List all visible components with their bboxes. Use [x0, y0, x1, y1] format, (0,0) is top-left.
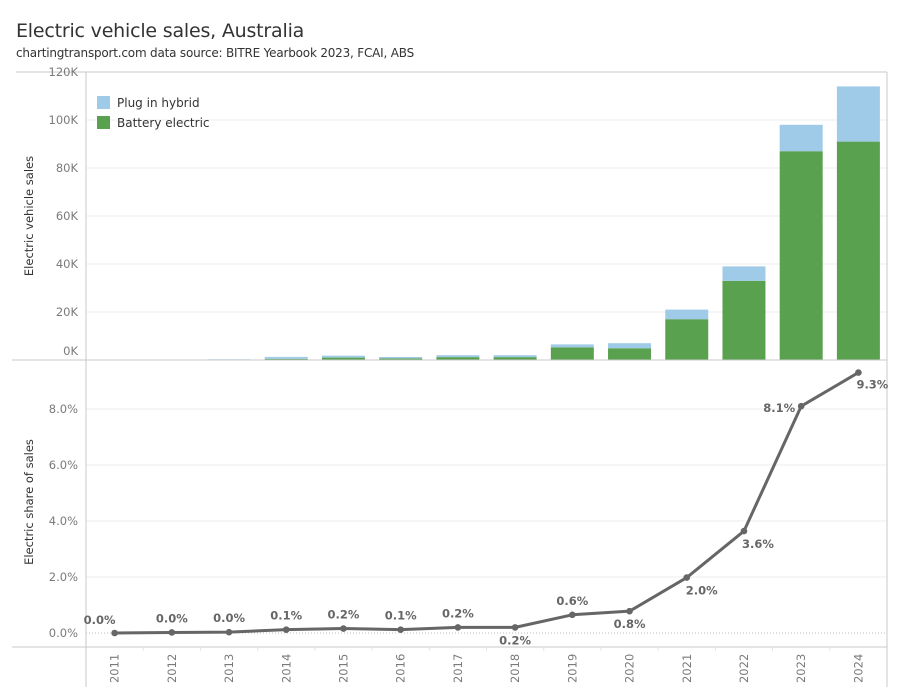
share-point: [397, 626, 404, 633]
share-point: [797, 402, 805, 410]
data-label: 0.0%: [213, 611, 245, 625]
bar-plug-in-hybrid: [722, 266, 766, 281]
y-tick-label: 80K: [56, 161, 79, 175]
share-point: [168, 629, 176, 636]
bar-plug-in-hybrid: [779, 124, 823, 152]
y-tick-label: 120K: [49, 65, 79, 79]
data-label: 0.8%: [614, 617, 646, 631]
legend-swatch-plug-in-hybrid: [97, 96, 110, 109]
bar-plug-in-hybrid: [608, 343, 652, 349]
data-label: 9.3%: [856, 378, 888, 392]
bar-battery-electric: [321, 357, 365, 360]
bar-battery-electric: [665, 319, 709, 360]
y-tick-label: 6.0%: [49, 458, 78, 472]
y-axis-title-sales: Electric vehicle sales: [22, 156, 36, 276]
x-tick-label: 2012: [165, 654, 179, 683]
data-label: 0.1%: [270, 609, 302, 623]
x-tick-label: 2022: [737, 654, 751, 683]
bar-plug-in-hybrid: [665, 309, 709, 320]
data-label: 3.6%: [742, 537, 774, 551]
x-tick-label: 2014: [279, 654, 293, 683]
bar-battery-electric: [493, 357, 537, 360]
chart-subtitle: chartingtransport.com data source: BITRE…: [16, 46, 414, 60]
x-tick-label: 2013: [222, 654, 236, 683]
share-point: [282, 626, 290, 633]
bar-plug-in-hybrid: [550, 344, 594, 348]
y-tick-label: 4.0%: [49, 514, 78, 528]
bar-battery-electric: [264, 358, 308, 360]
share-point: [511, 624, 519, 631]
share-point: [740, 527, 748, 535]
share-point: [626, 607, 633, 615]
data-label: 2.0%: [686, 584, 718, 598]
x-tick-label: 2023: [794, 654, 808, 683]
x-tick-label: 2017: [451, 654, 465, 683]
share-point: [855, 369, 862, 376]
bar-battery-electric: [836, 141, 880, 360]
y-tick-label: 8.0%: [49, 402, 78, 416]
data-label: 0.2%: [499, 633, 531, 647]
x-tick-label: 2024: [851, 654, 865, 683]
y-tick-label: 2.0%: [49, 570, 78, 584]
share-point: [225, 628, 233, 636]
x-tick-label: 2019: [565, 654, 579, 683]
bar-plug-in-hybrid: [264, 356, 308, 359]
bar-battery-electric: [379, 358, 423, 360]
share-line: [114, 371, 860, 635]
x-tick-label: 2018: [508, 654, 522, 683]
share-point: [683, 574, 691, 581]
y-tick-label: 0.0%: [49, 626, 78, 640]
y-tick-label: 0K: [63, 344, 78, 358]
data-label: 0.2%: [442, 606, 474, 620]
y-tick-label: 40K: [56, 257, 79, 271]
bar-battery-electric: [550, 347, 594, 360]
bar-plug-in-hybrid: [379, 357, 423, 359]
y-axis-title-share: Electric share of sales: [22, 439, 36, 565]
legend-swatch-battery-electric: [97, 116, 110, 129]
data-label: 0.0%: [84, 613, 116, 627]
bar-battery-electric: [779, 151, 823, 360]
data-label: 0.2%: [328, 608, 360, 622]
x-tick-label: 2020: [623, 654, 637, 683]
bar-battery-electric: [722, 280, 766, 360]
legend-label-plug-in-hybrid: Plug in hybrid: [117, 96, 200, 110]
data-label: 0.1%: [385, 609, 417, 623]
data-label: 0.6%: [556, 594, 588, 608]
chart-title: Electric vehicle sales, Australia: [16, 20, 305, 42]
bar-plug-in-hybrid: [321, 355, 365, 358]
y-tick-label: 100K: [49, 113, 79, 127]
data-label: 0.0%: [156, 611, 188, 625]
share-point: [111, 629, 118, 637]
share-point: [340, 625, 347, 632]
y-tick-label: 20K: [56, 305, 79, 319]
data-label: 8.1%: [763, 401, 795, 415]
bar-plug-in-hybrid: [493, 355, 537, 358]
y-tick-label: 60K: [56, 209, 79, 223]
bar-battery-electric: [436, 357, 480, 360]
bar-battery-electric: [608, 348, 652, 360]
x-tick-label: 2016: [394, 654, 408, 683]
share-point: [454, 624, 462, 631]
bar-plug-in-hybrid: [836, 86, 880, 142]
x-tick-label: 2011: [108, 654, 122, 683]
x-tick-label: 2015: [336, 654, 350, 683]
legend-label-battery-electric: Battery electric: [117, 116, 210, 130]
x-tick-label: 2021: [680, 654, 694, 683]
bar-plug-in-hybrid: [436, 355, 480, 358]
share-point: [569, 611, 576, 619]
